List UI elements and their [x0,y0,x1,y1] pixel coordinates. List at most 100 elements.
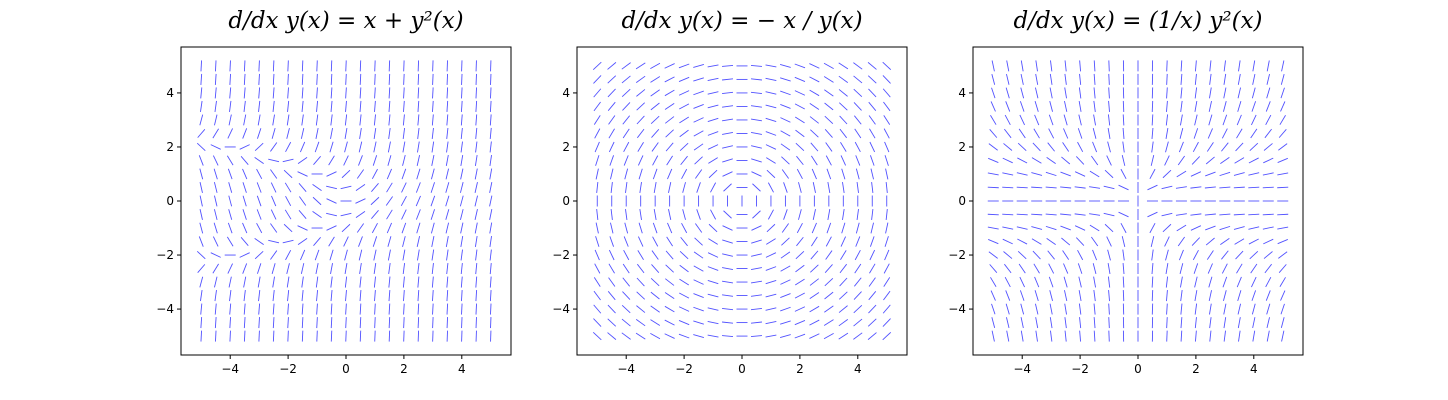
slope-segment [637,155,644,166]
slope-segment [326,212,337,217]
slope-segment [693,63,705,68]
slope-segment [460,114,463,126]
slope-segment [329,249,334,261]
slope-segment [1262,226,1274,230]
slope-segment [825,236,832,247]
slope-segment [330,317,333,329]
slope-segment [1237,101,1242,112]
slope-segment [765,321,777,325]
slope-segment [1180,60,1183,72]
slope-segment [636,128,645,139]
slope-segment [842,181,845,193]
slope-segment [650,277,660,287]
slope-segment [257,128,262,139]
slope-segment [1266,303,1271,315]
slope-segment [811,236,818,247]
slope-segment [840,142,847,152]
slope-segment [373,141,377,153]
slope-segment [297,156,308,164]
slope-segment [693,306,704,312]
slope-segment [607,318,617,327]
slope-segment [809,319,820,326]
slope-segment [825,142,833,152]
slope-segment [707,321,719,325]
slope-segment [282,239,294,244]
slope-segment [884,236,889,247]
slope-segment [766,169,776,179]
slope-segment [214,276,218,288]
slope-segment [1108,290,1110,302]
slope-segment [229,73,232,85]
slope-segment [668,182,672,193]
slope-segment [838,89,848,97]
slope-segment [402,155,406,166]
slope-segment [344,114,348,126]
slope-segment [358,236,363,247]
slope-segment [1209,87,1212,99]
slope-segment [1062,250,1070,260]
slope-segment [637,142,644,152]
slope-segment [826,168,832,180]
slope-segment [1064,303,1067,315]
slope-segment [841,168,846,180]
slope-segment [373,114,376,126]
slope-segment [214,87,217,99]
slope-segment [1179,128,1184,139]
slope-segment [883,115,891,125]
slope-segment [794,278,805,286]
slope-segment [1091,236,1099,247]
slope-segment [750,294,762,297]
slope-segment [1092,141,1098,153]
slope-segment [1249,142,1259,152]
slope-segment [752,210,761,219]
slope-segments [196,60,493,342]
slope-segment [1280,290,1286,301]
slope-segment [1078,303,1082,315]
slope-segment [1034,101,1039,112]
slope-segment [1049,303,1053,315]
slope-segment [809,116,819,124]
slope-segment [416,155,421,166]
slope-segment [1263,251,1273,259]
slope-segment [678,306,690,312]
slope-segment [299,196,307,206]
slope-segment [257,276,261,288]
slope-segment [596,208,599,221]
slope-segment [827,182,831,193]
slope-segments [592,61,892,341]
slope-segment [1207,128,1213,139]
slope-segment [229,330,231,342]
slope-segment [653,182,657,193]
slope-segment [707,266,719,271]
slope-segment [707,91,719,95]
slope-segment [664,76,675,83]
slope-segment [621,318,631,327]
slope-segment [1122,249,1125,261]
slope-segment [356,223,365,233]
slope-segment [1236,128,1243,139]
slope-segment [214,100,217,112]
slope-segment [867,62,877,70]
slope-segment [270,209,277,220]
slope-segment [1280,317,1285,329]
slope-segment [460,154,464,166]
slope-segment [680,236,688,247]
slope-segment [416,168,421,180]
slope-segment [1005,290,1011,301]
slope-segment [1248,226,1260,230]
slope-segment [1079,60,1082,72]
slope-segment [1190,171,1202,177]
slope-segment [810,129,819,138]
x-tick-label: 2 [796,362,804,376]
slope-segment [781,237,790,246]
slope-segment [313,156,321,165]
slope-segment [855,236,861,247]
slope-segment [839,115,848,125]
y-tick-label: 2 [958,140,966,154]
slope-segment [460,209,464,220]
slope-segment [853,291,862,300]
slope-segment [1122,127,1125,139]
slope-segment [343,236,349,247]
slope-segment [679,142,689,152]
slope-segment [432,317,434,329]
